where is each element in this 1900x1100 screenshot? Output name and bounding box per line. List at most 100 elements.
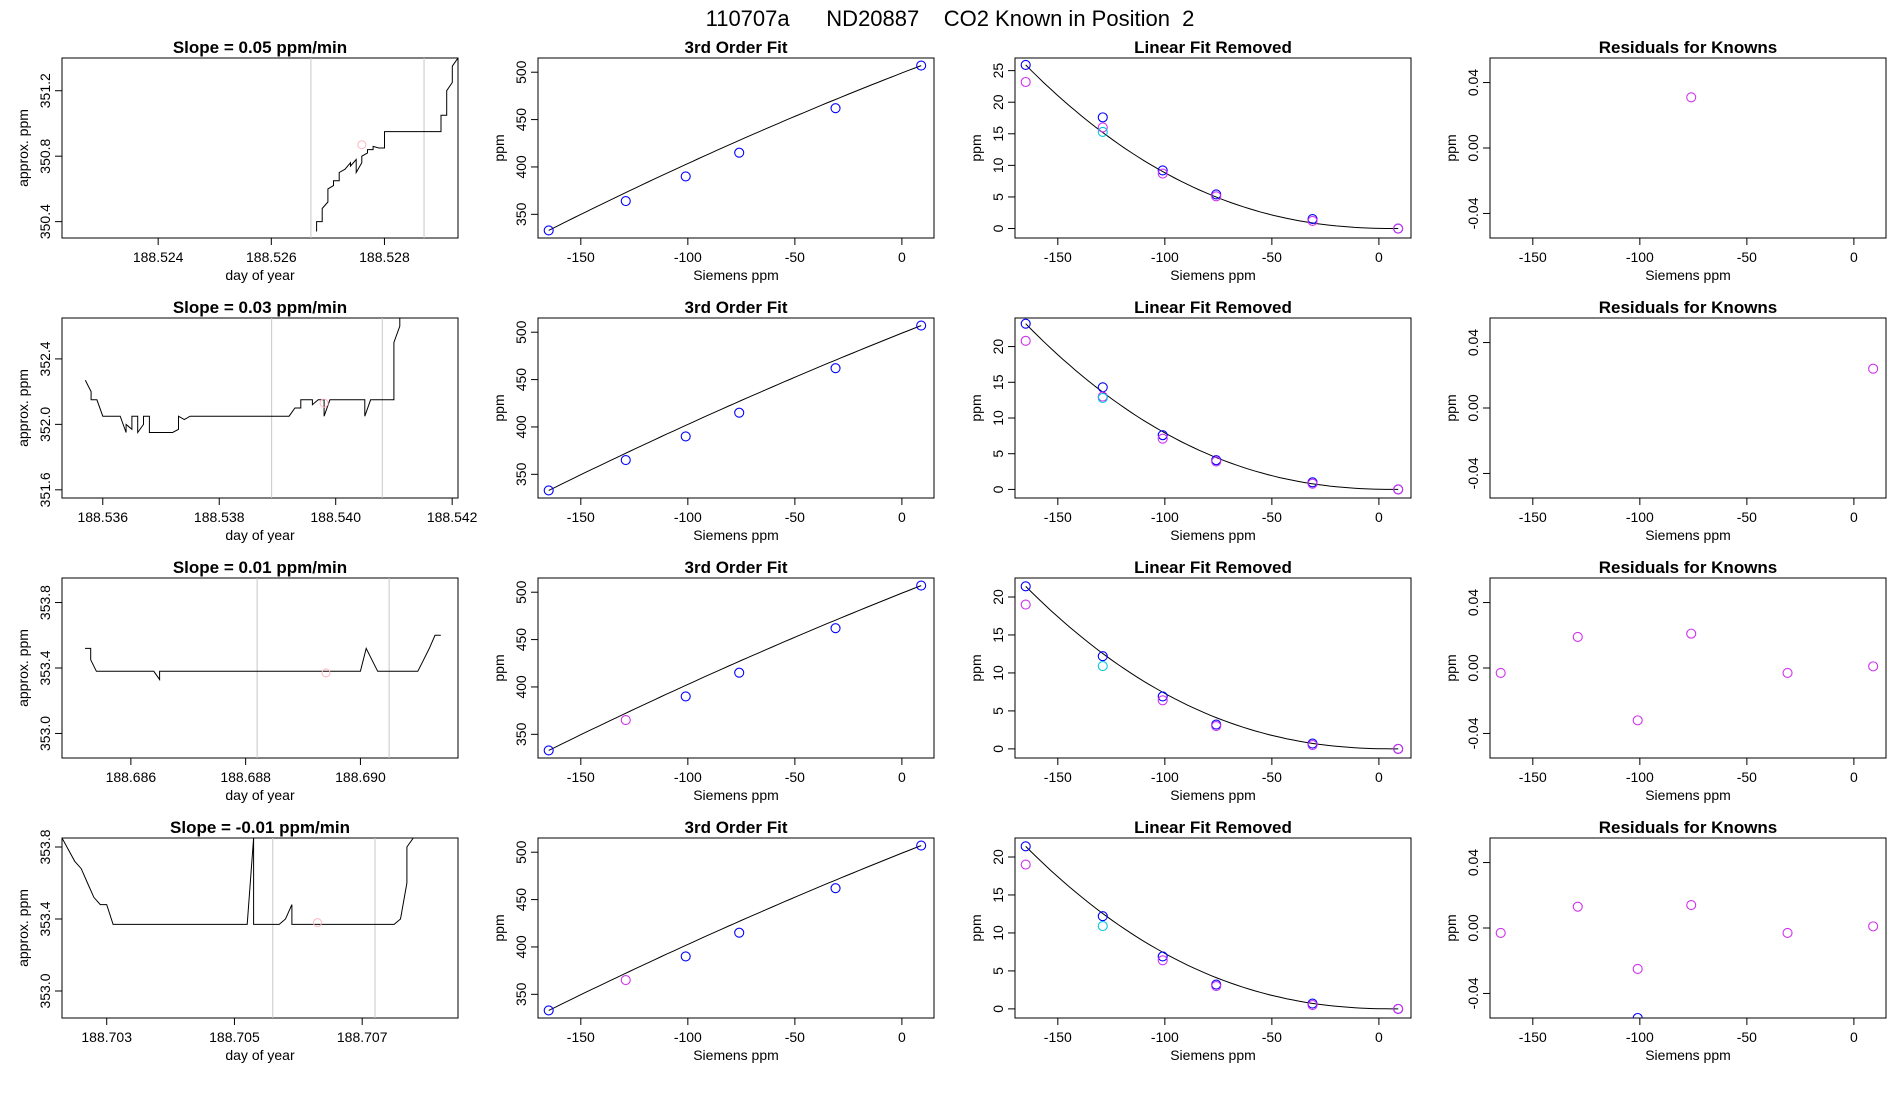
y-tick-label: 450 bbox=[513, 108, 529, 132]
panel-2-4: Residuals for Knowns -150 -100 -50 0 -0.04 0.0… bbox=[1443, 298, 1887, 543]
plot-frame bbox=[1489, 317, 1887, 499]
data-point-knowns bbox=[543, 225, 554, 236]
concentration-trace bbox=[84, 318, 406, 435]
y-tick-label: 5 bbox=[990, 450, 1006, 458]
data-point-measured bbox=[1157, 433, 1168, 444]
y-tick-label: 400 bbox=[513, 935, 529, 959]
panel-title: 3rd Order Fit bbox=[685, 558, 788, 577]
x-tick-label: -50 bbox=[785, 249, 805, 265]
mean-point bbox=[319, 398, 329, 408]
panel-3-4: Residuals for Knowns -150 -100 -50 0 -0.04 0.0… bbox=[1443, 558, 1887, 803]
plot-frame bbox=[1489, 837, 1887, 1019]
x-tick-label: -50 bbox=[1262, 509, 1282, 525]
data-point-knowns bbox=[734, 667, 745, 678]
y-tick-label: 500 bbox=[513, 840, 529, 864]
fit-curve bbox=[1025, 846, 1399, 1010]
x-tick-label: -150 bbox=[567, 1029, 595, 1045]
panel-title: Residuals for Knowns bbox=[1599, 558, 1778, 577]
plot-area bbox=[543, 840, 927, 1016]
concentration-trace bbox=[316, 58, 458, 232]
x-tick-label: -100 bbox=[674, 769, 702, 785]
panel-1-2: 3rd Order Fit -150 -100 -50 0 350 400 450 500 Sie… bbox=[491, 38, 935, 283]
panel-title: Slope = 0.05 ppm/min bbox=[173, 38, 347, 57]
x-tick-label: -150 bbox=[1519, 249, 1547, 265]
data-point-fit bbox=[1020, 841, 1031, 852]
plot-frame bbox=[537, 57, 935, 239]
panel-title: Residuals for Knowns bbox=[1599, 38, 1778, 57]
y-tick-label: 350 bbox=[513, 202, 529, 226]
data-point-fit bbox=[1020, 318, 1031, 329]
data-point-knowns bbox=[830, 363, 841, 374]
data-point-measured bbox=[1393, 1003, 1404, 1014]
x-tick-label: 0 bbox=[1375, 769, 1383, 785]
panel-4-3: Linear Fit Removed -150 -100 -50 0 0 5 10 15 20 Si… bbox=[968, 818, 1412, 1063]
data-point-knowns bbox=[680, 951, 691, 962]
x-axis-label: day of year bbox=[225, 527, 295, 543]
x-tick-label: -50 bbox=[785, 1029, 805, 1045]
y-tick-label: 20 bbox=[990, 339, 1006, 355]
plot-area bbox=[85, 578, 441, 758]
x-tick-label: -50 bbox=[785, 509, 805, 525]
plot-area bbox=[1686, 92, 1697, 103]
data-point-knowns bbox=[830, 883, 841, 894]
data-point-knowns bbox=[680, 431, 691, 442]
panel-title: Linear Fit Removed bbox=[1134, 298, 1292, 317]
x-tick-label: 188.528 bbox=[359, 249, 410, 265]
x-tick-label: -100 bbox=[1151, 1029, 1179, 1045]
x-tick-label: 188.524 bbox=[133, 249, 184, 265]
plot-area bbox=[1495, 900, 1879, 1018]
data-point-measured bbox=[1307, 215, 1318, 226]
y-tick-label: -0.04 bbox=[1465, 977, 1481, 1009]
x-axis-label: day of year bbox=[225, 1047, 295, 1063]
plot-area bbox=[543, 60, 927, 236]
y-tick-label: 0.04 bbox=[1465, 69, 1481, 96]
panel-title: Slope = 0.01 ppm/min bbox=[173, 558, 347, 577]
x-tick-label: 188.703 bbox=[81, 1029, 132, 1045]
data-point-residuals bbox=[1868, 921, 1879, 932]
panel-title: Slope = 0.03 ppm/min bbox=[173, 298, 347, 317]
plot-frame bbox=[1489, 57, 1887, 239]
fit-curve bbox=[1025, 586, 1399, 750]
page-title: 110707a ND20887 CO2 Known in Position 2 bbox=[706, 6, 1195, 31]
x-tick-label: 0 bbox=[1850, 769, 1858, 785]
y-tick-label: 0.00 bbox=[1465, 654, 1481, 681]
x-tick-label: 0 bbox=[1375, 1029, 1383, 1045]
data-point-knowns bbox=[680, 171, 691, 182]
panel-title: Linear Fit Removed bbox=[1134, 38, 1292, 57]
panel-title: Linear Fit Removed bbox=[1134, 558, 1292, 577]
x-tick-label: 188.526 bbox=[246, 249, 297, 265]
fit-curve bbox=[548, 325, 922, 491]
data-point-fit bbox=[1020, 59, 1031, 70]
y-axis-label: approx. ppm bbox=[15, 369, 31, 447]
y-tick-label: -0.04 bbox=[1465, 197, 1481, 229]
x-tick-label: -50 bbox=[1737, 249, 1757, 265]
plot-area bbox=[1868, 363, 1879, 374]
y-tick-label: 15 bbox=[990, 887, 1006, 903]
data-point-knowns bbox=[916, 60, 927, 71]
x-tick-label: 188.542 bbox=[427, 509, 478, 525]
fit-curve bbox=[1025, 323, 1399, 490]
y-tick-label: 400 bbox=[513, 155, 529, 179]
panel-title: Slope = -0.01 ppm/min bbox=[170, 818, 350, 837]
data-point-fit bbox=[1097, 112, 1108, 123]
x-tick-label: -100 bbox=[1151, 249, 1179, 265]
data-point-measured bbox=[1020, 76, 1031, 88]
x-tick-label: -100 bbox=[674, 249, 702, 265]
x-tick-label: 188.538 bbox=[194, 509, 245, 525]
x-tick-label: 0 bbox=[1850, 249, 1858, 265]
y-tick-label: 0 bbox=[990, 1005, 1006, 1013]
data-point-position bbox=[1097, 921, 1108, 932]
y-axis-label: approx. ppm bbox=[15, 629, 31, 707]
panel-3-1: Slope = 0.01 ppm/min 188.686 188.688 188.69… bbox=[15, 558, 459, 803]
data-point-residuals bbox=[1572, 631, 1583, 642]
data-point-fit bbox=[1157, 691, 1168, 702]
fit-curve bbox=[548, 65, 922, 231]
y-tick-label: 0.00 bbox=[1465, 134, 1481, 161]
plot-frame bbox=[1014, 837, 1412, 1019]
x-axis-label: Siemens ppm bbox=[1170, 787, 1256, 803]
y-tick-label: 0 bbox=[990, 224, 1006, 232]
y-tick-label: 350.4 bbox=[37, 204, 53, 239]
panel-4-2: 3rd Order Fit -150 -100 -50 0 350 400 450 500 Sie… bbox=[491, 818, 935, 1063]
y-tick-label: 10 bbox=[990, 665, 1006, 681]
